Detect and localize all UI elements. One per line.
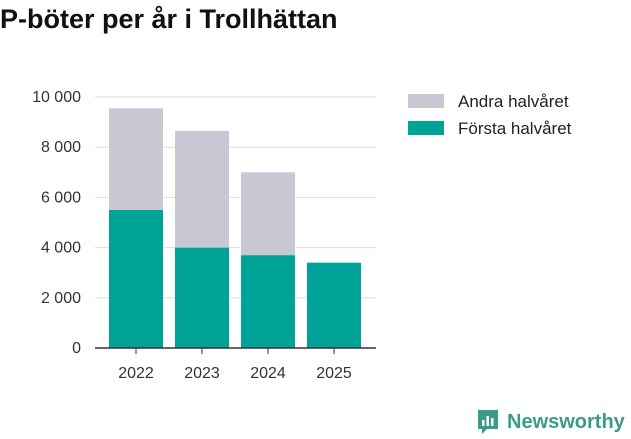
legend-swatch [408, 121, 444, 135]
legend: Andra halvåret Första halvåret [408, 92, 572, 138]
x-tick-label: 2023 [184, 365, 220, 382]
chart-title: P-böter per år i Trollhättan [0, 4, 338, 34]
y-axis: 0 2 000 4 000 6 000 8 000 10 000 [32, 89, 81, 357]
y-tick-label: 0 [72, 340, 81, 357]
y-tick-label: 8 000 [41, 139, 81, 156]
bar-forsta-2025 [307, 262, 361, 348]
x-tick-label: 2024 [250, 365, 286, 382]
legend-label: Första halvåret [458, 119, 572, 138]
bar-andra-2024 [241, 172, 295, 256]
brand-logo: Newsworthy [476, 408, 625, 436]
legend-swatch [408, 94, 444, 108]
bar-forsta-2024 [241, 255, 295, 348]
x-tick-label: 2022 [118, 365, 154, 382]
x-tick-label: 2025 [316, 365, 352, 382]
bar-andra-2022 [109, 108, 163, 210]
legend-label: Andra halvåret [458, 92, 569, 111]
y-tick-label: 2 000 [41, 290, 81, 307]
y-tick-label: 4 000 [41, 240, 81, 257]
brand-name: Newsworthy [507, 410, 625, 433]
bar-forsta-2023 [175, 247, 229, 348]
x-axis: 2022 2023 2024 2025 [95, 347, 376, 382]
bar-forsta-2022 [109, 209, 163, 348]
y-tick-label: 10 000 [32, 89, 81, 106]
bar-andra-2023 [175, 130, 229, 248]
bars [109, 108, 361, 348]
y-tick-label: 6 000 [41, 189, 81, 206]
newsworthy-logo-icon [478, 410, 498, 434]
